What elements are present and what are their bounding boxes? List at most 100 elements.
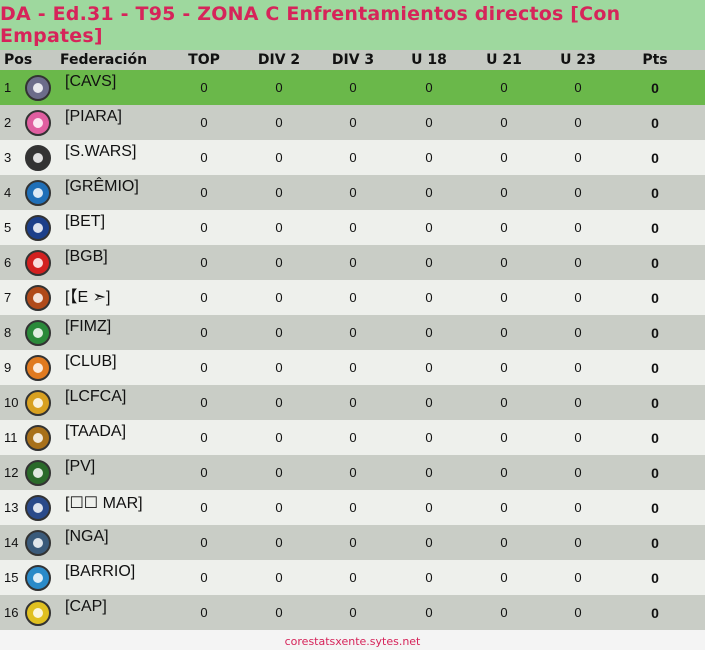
federation-name: [BGB]: [65, 248, 108, 265]
table-header: Pos Federación TOP DIV 2 DIV 3 U 18 U 21…: [0, 50, 705, 70]
row-position: 3: [4, 150, 12, 165]
federation-name: [LCFCA]: [65, 388, 127, 405]
club-crest-icon: [25, 180, 51, 206]
table-row: 4 [GRÊMIO] 0 0 0 0 0 0 0: [0, 175, 705, 210]
club-crest-icon: [25, 320, 51, 346]
club-crest-icon: [25, 145, 51, 171]
row-position: 16: [4, 605, 19, 620]
cell-div3: 0: [349, 220, 357, 235]
federation-name: [GRÊMIO]: [65, 178, 139, 195]
cell-u18: 0: [425, 570, 433, 585]
club-crest-icon: [25, 565, 51, 591]
header-u23: U 23: [560, 52, 596, 68]
cell-u21: 0: [500, 605, 508, 620]
cell-div2: 0: [275, 395, 283, 410]
cell-div2: 0: [275, 430, 283, 445]
cell-u23: 0: [574, 115, 582, 130]
cell-u21: 0: [500, 220, 508, 235]
cell-div3: 0: [349, 360, 357, 375]
row-position: 8: [4, 325, 12, 340]
cell-u18: 0: [425, 395, 433, 410]
federation-name: [CLUB]: [65, 353, 117, 370]
cell-u23: 0: [574, 220, 582, 235]
cell-u18: 0: [425, 150, 433, 165]
table-row: 9 [CLUB] 0 0 0 0 0 0 0: [0, 350, 705, 385]
header-div3: DIV 3: [331, 52, 375, 68]
header-div2: DIV 2: [257, 52, 301, 68]
table-row: 7 [【E ➣] 0 0 0 0 0 0 0: [0, 280, 705, 315]
cell-div2: 0: [275, 115, 283, 130]
cell-u23: 0: [574, 150, 582, 165]
club-crest-icon: [25, 495, 51, 521]
row-position: 2: [4, 115, 12, 130]
cell-u21: 0: [500, 150, 508, 165]
cell-div3: 0: [349, 395, 357, 410]
cell-u21: 0: [500, 80, 508, 95]
cell-pts: 0: [651, 569, 659, 586]
club-crest-icon: [25, 600, 51, 626]
cell-u23: 0: [574, 255, 582, 270]
cell-u21: 0: [500, 185, 508, 200]
cell-top: 0: [200, 150, 208, 165]
cell-pts: 0: [651, 359, 659, 376]
cell-top: 0: [200, 290, 208, 305]
cell-div3: 0: [349, 185, 357, 200]
federation-name: [FIMZ]: [65, 318, 112, 335]
table-row: 14 [NGA] 0 0 0 0 0 0 0: [0, 525, 705, 560]
cell-u23: 0: [574, 290, 582, 305]
cell-div2: 0: [275, 80, 283, 95]
cell-pts: 0: [651, 184, 659, 201]
cell-u18: 0: [425, 80, 433, 95]
cell-u23: 0: [574, 430, 582, 445]
cell-top: 0: [200, 325, 208, 340]
cell-top: 0: [200, 430, 208, 445]
federation-name: [CAP]: [65, 598, 107, 615]
cell-u18: 0: [425, 255, 433, 270]
cell-u18: 0: [425, 430, 433, 445]
cell-top: 0: [200, 500, 208, 515]
federation-name: [【E ➣]: [65, 289, 111, 306]
cell-top: 0: [200, 570, 208, 585]
cell-u23: 0: [574, 80, 582, 95]
federation-name: [BARRIO]: [65, 563, 136, 580]
club-crest-icon: [25, 530, 51, 556]
cell-u21: 0: [500, 325, 508, 340]
cell-u23: 0: [574, 395, 582, 410]
cell-div2: 0: [275, 185, 283, 200]
club-crest-icon: [25, 425, 51, 451]
cell-u23: 0: [574, 325, 582, 340]
federation-name: [PV]: [65, 458, 96, 475]
cell-pts: 0: [651, 534, 659, 551]
cell-div3: 0: [349, 290, 357, 305]
header-pos: Pos: [4, 52, 33, 68]
federation-name: [CAVS]: [65, 73, 117, 90]
cell-pts: 0: [651, 604, 659, 621]
cell-pts: 0: [651, 464, 659, 481]
cell-u23: 0: [574, 535, 582, 550]
table-row: 16 [CAP] 0 0 0 0 0 0 0: [0, 595, 705, 630]
cell-pts: 0: [651, 219, 659, 236]
cell-u21: 0: [500, 115, 508, 130]
cell-u18: 0: [425, 465, 433, 480]
cell-pts: 0: [651, 394, 659, 411]
table-row: 1 [CAVS] 0 0 0 0 0 0 0: [0, 70, 705, 105]
cell-div3: 0: [349, 605, 357, 620]
cell-div2: 0: [275, 220, 283, 235]
cell-top: 0: [200, 185, 208, 200]
footer-link[interactable]: corestatsxente.sytes.net: [284, 634, 421, 648]
header-pts: Pts: [642, 52, 668, 68]
cell-u18: 0: [425, 290, 433, 305]
cell-u21: 0: [500, 465, 508, 480]
cell-div3: 0: [349, 465, 357, 480]
cell-div3: 0: [349, 255, 357, 270]
table-row: 2 [PIARA] 0 0 0 0 0 0 0: [0, 105, 705, 140]
cell-div2: 0: [275, 255, 283, 270]
cell-pts: 0: [651, 254, 659, 271]
club-crest-icon: [25, 355, 51, 381]
cell-u23: 0: [574, 500, 582, 515]
club-crest-icon: [25, 215, 51, 241]
federation-name: [NGA]: [65, 528, 109, 545]
cell-top: 0: [200, 115, 208, 130]
row-position: 14: [4, 535, 19, 550]
cell-top: 0: [200, 80, 208, 95]
